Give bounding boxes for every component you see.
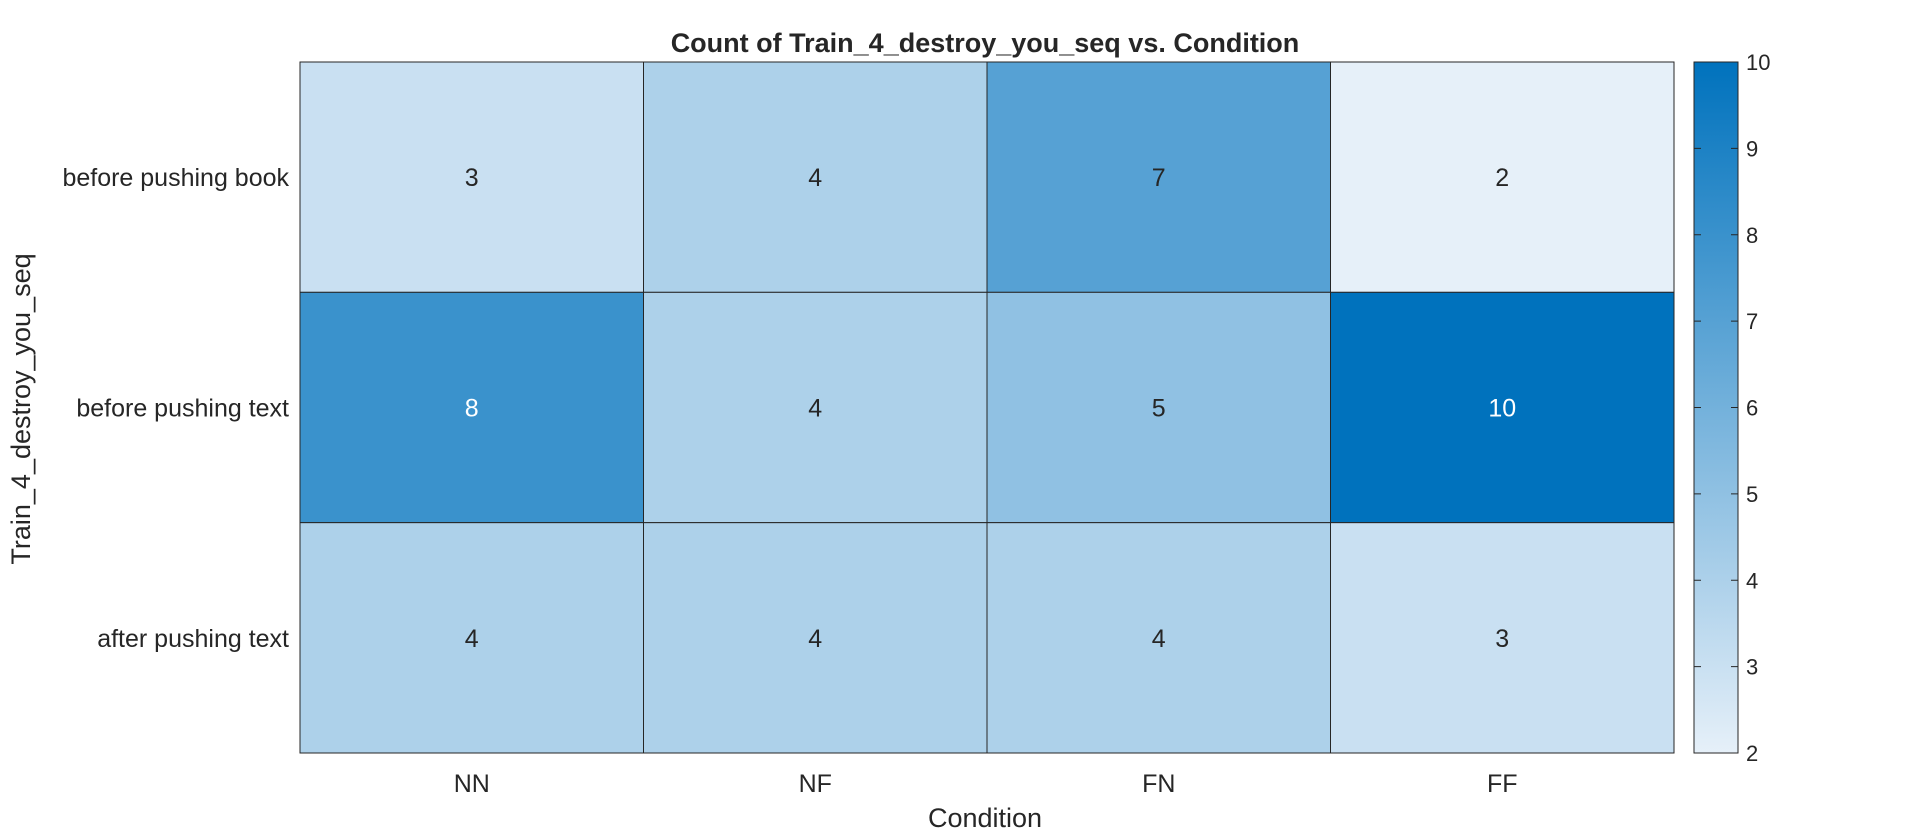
y-axis-label: Train_4_destroy_you_seq — [6, 253, 36, 564]
heatmap-cell — [299, 522, 644, 754]
y-tick-label: after pushing text — [97, 625, 289, 653]
heatmap-cell — [643, 291, 988, 524]
heatmap-cell — [1330, 61, 1675, 293]
cell-value-label: 5 — [1152, 395, 1166, 423]
colorbar-ticks: 2 3 4 5 6 7 8 9 10 — [1694, 50, 1770, 766]
colorbar-tick-label: 9 — [1746, 136, 1758, 161]
heatmap-cell — [299, 291, 644, 524]
x-tick-label: NF — [799, 770, 832, 798]
colorbar-tick-label: 10 — [1746, 50, 1770, 75]
cell-value-label: 3 — [1495, 625, 1509, 653]
cell-value-label: 3 — [465, 164, 479, 192]
cell-value-label: 4 — [808, 164, 822, 192]
colorbar-tick-label: 4 — [1746, 568, 1758, 593]
y-tick-label: before pushing book — [62, 164, 289, 192]
cell-value-label: 8 — [465, 395, 479, 423]
heatmap-cells — [299, 61, 1675, 754]
y-tick-label: before pushing text — [76, 395, 289, 423]
colorbar-tick-label: 5 — [1746, 482, 1758, 507]
colorbar-tick-label: 8 — [1746, 223, 1758, 248]
colorbar-tick-label: 3 — [1746, 655, 1758, 680]
cell-value-label: 4 — [465, 625, 479, 653]
x-tick-label: NN — [454, 770, 490, 798]
heatmap-cell — [643, 61, 988, 293]
cell-value-label: 10 — [1488, 395, 1516, 423]
cell-value-label: 4 — [808, 395, 822, 423]
heatmap-cell-labels: 3 4 7 2 8 4 5 10 4 4 4 3 — [465, 164, 1516, 653]
x-tick-label: FF — [1487, 770, 1518, 798]
heatmap-cell — [643, 522, 988, 754]
x-tick-label: FN — [1142, 770, 1175, 798]
cell-value-label: 2 — [1495, 164, 1509, 192]
heatmap-cell — [1330, 291, 1675, 524]
cell-value-label: 4 — [808, 625, 822, 653]
heatmap-cell — [299, 61, 644, 293]
cell-value-label: 4 — [1152, 625, 1166, 653]
x-tick-labels: NN NF FN FF — [454, 770, 1518, 798]
colorbar-tick-label: 2 — [1746, 741, 1758, 766]
cell-value-label: 7 — [1152, 164, 1166, 192]
x-axis-label: Condition — [928, 803, 1042, 833]
colorbar-tick-label: 7 — [1746, 309, 1758, 334]
heatmap-cell — [986, 291, 1331, 524]
heatmap-cell — [1330, 522, 1675, 754]
chart-title: Count of Train_4_destroy_you_seq vs. Con… — [671, 28, 1300, 58]
colorbar-tick-label: 6 — [1746, 396, 1758, 421]
y-tick-labels: before pushing book before pushing text af… — [62, 164, 289, 653]
heatmap-cell — [986, 61, 1331, 293]
